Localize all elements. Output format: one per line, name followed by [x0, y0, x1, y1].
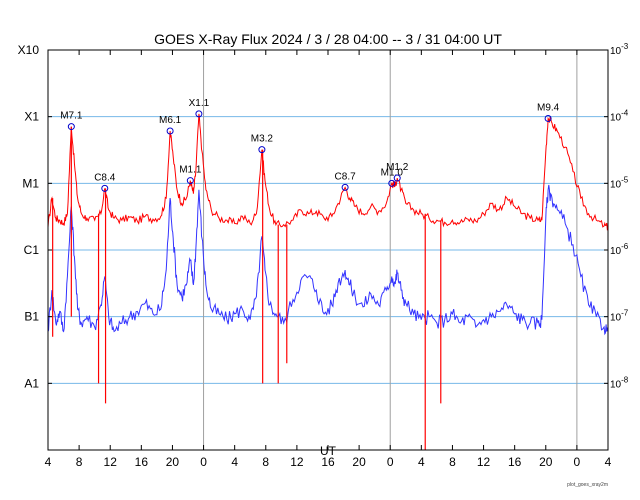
flare-marker: [101, 184, 109, 192]
flare-label: M1.1: [179, 165, 202, 176]
chart-title: GOES X-Ray Flux 2024 / 3 / 28 04:00 -- 3…: [154, 31, 502, 47]
x-tick-label: 16: [508, 455, 522, 469]
x-tick-label: 12: [104, 455, 118, 469]
right-flux-label: 10-6: [610, 242, 629, 257]
right-flux-label: 10-4: [610, 109, 629, 124]
flare-marker: [393, 174, 401, 182]
left-class-axis: X10 X1 M1 C1 B1 A1: [18, 43, 52, 390]
plot-credit: plot_goes_xray2m: [567, 482, 608, 488]
x-tick-label: 16: [321, 455, 335, 469]
left-class-label: C1: [24, 243, 40, 257]
flare-label: C8.7: [335, 171, 357, 182]
flare-marker: [67, 123, 75, 131]
x-axis-label: UT: [320, 444, 337, 458]
x-tick-label: 20: [352, 455, 366, 469]
x-tick-label: 4: [418, 455, 425, 469]
x-tick-label: 4: [45, 455, 52, 469]
x-tick-label: 0: [200, 455, 207, 469]
x-time-axis: 4 8 12 16 20 0 4 8 12 16 20 0 4 8 12 16 20 0 4: [45, 50, 612, 469]
flare-marker: [166, 127, 174, 135]
right-flux-label: 10-7: [610, 309, 629, 324]
x-tick-label: 12: [290, 455, 304, 469]
flare-marker: [195, 110, 203, 118]
x-tick-label: 20: [539, 455, 553, 469]
flare-label: M1.2: [386, 162, 409, 173]
flare-marker: [341, 183, 349, 191]
x-tick-label: 12: [477, 455, 491, 469]
x-tick-label: 20: [166, 455, 180, 469]
flare-marker: [388, 179, 396, 187]
series-short-line: [47, 184, 609, 336]
x-tick-label: 16: [135, 455, 149, 469]
right-flux-label: 10-8: [610, 375, 629, 390]
flare-label: M7.1: [60, 111, 83, 122]
x-tick-label: 8: [262, 455, 269, 469]
x-tick-label: 8: [449, 455, 456, 469]
left-class-label: B1: [24, 310, 39, 324]
flare-annotations: M7.1 C8.4 M6.1 M1.1 X1.1 M3.2 C8.7 M1.0M1.2 M9.4: [60, 98, 560, 192]
data-dropout-lines: [52, 126, 442, 450]
right-flux-axis: 10-3 10-4 10-5 10-6 10-7 10-8: [604, 42, 629, 390]
flare-marker: [186, 177, 194, 185]
flare-marker: [258, 146, 266, 154]
flare-label: M6.1: [159, 115, 182, 126]
left-class-label: A1: [24, 376, 39, 390]
flux-series: [47, 113, 609, 336]
flare-label: M1.0: [381, 167, 404, 178]
flare-label: X1.1: [189, 98, 210, 109]
x-tick-label: 4: [231, 455, 238, 469]
series-long-line: [47, 113, 609, 231]
left-class-label: X1: [24, 110, 39, 124]
flare-label: C8.4: [94, 172, 116, 183]
left-class-label: X10: [18, 43, 40, 57]
right-flux-label: 10-5: [610, 175, 629, 190]
class-grid-lines: [48, 116, 608, 384]
left-class-label: M1: [22, 176, 39, 190]
flare-label: M9.4: [537, 102, 560, 113]
flare-label: M3.2: [251, 134, 274, 145]
right-flux-label: 10-3: [610, 42, 629, 57]
x-tick-label: 0: [574, 455, 581, 469]
x-tick-label: 0: [387, 455, 394, 469]
flare-marker: [544, 114, 552, 122]
x-tick-label: 4: [605, 455, 612, 469]
x-tick-label: 8: [76, 455, 83, 469]
